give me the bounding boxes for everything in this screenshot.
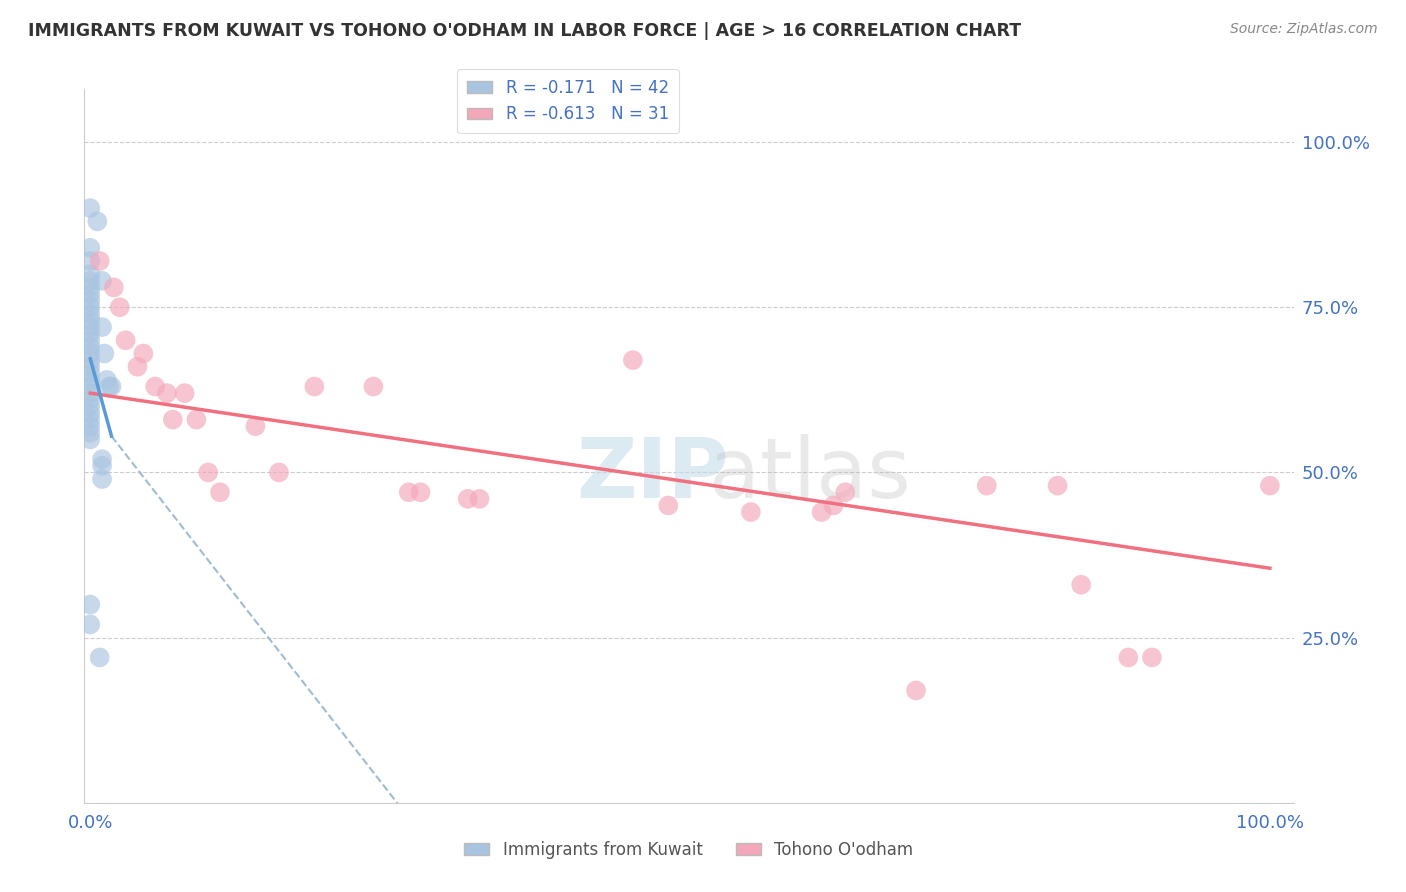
Point [79,346,101,360]
Point [79,359,101,374]
Point [79,267,101,281]
Point [468,491,491,506]
Point [208,485,231,500]
Point [79,367,101,381]
Point [91,452,114,467]
Point [197,466,219,480]
Point [1140,650,1163,665]
Point [79,241,101,255]
Point [79,293,101,308]
Text: IMMIGRANTS FROM KUWAIT VS TOHONO O'ODHAM IN LABOR FORCE | AGE > 16 CORRELATION C: IMMIGRANTS FROM KUWAIT VS TOHONO O'ODHAM… [28,22,1021,40]
Point [657,499,679,513]
Point [79,406,101,420]
Point [79,353,101,368]
Point [91,320,114,334]
Point [162,412,184,426]
Point [79,313,101,327]
Point [79,300,101,314]
Point [132,346,155,360]
Point [91,458,114,473]
Point [103,280,125,294]
Point [79,598,101,612]
Point [79,307,101,321]
Text: Source: ZipAtlas.com: Source: ZipAtlas.com [1230,22,1378,37]
Point [79,379,101,393]
Point [108,300,131,314]
Point [79,373,101,387]
Point [905,683,928,698]
Point [79,320,101,334]
Point [1118,650,1140,665]
Point [91,472,114,486]
Point [621,353,644,368]
Point [79,201,101,215]
Point [79,386,101,401]
Point [93,346,115,360]
Point [89,650,111,665]
Point [186,412,208,426]
Point [79,425,101,440]
Point [79,419,101,434]
Point [810,505,832,519]
Point [363,379,385,393]
Point [86,214,108,228]
Point [1070,578,1092,592]
Point [79,254,101,268]
Point [79,340,101,354]
Point [398,485,420,500]
Point [740,505,762,519]
Point [79,287,101,301]
Point [96,373,118,387]
Point [79,280,101,294]
Legend: Immigrants from Kuwait, Tohono O'odham: Immigrants from Kuwait, Tohono O'odham [458,835,920,866]
Point [409,485,432,500]
Text: ZIP: ZIP [576,434,728,515]
Point [304,379,326,393]
Point [1258,478,1281,492]
Text: atlas: atlas [709,434,911,515]
Point [457,491,479,506]
Point [79,433,101,447]
Point [173,386,195,401]
Point [143,379,166,393]
Point [89,254,111,268]
Point [267,466,290,480]
Point [79,617,101,632]
Point [79,333,101,347]
Point [100,379,122,393]
Point [1046,478,1069,492]
Point [79,392,101,407]
Point [127,359,149,374]
Point [91,274,114,288]
Point [79,400,101,414]
Point [976,478,998,492]
Point [79,326,101,341]
Point [79,274,101,288]
Point [79,412,101,426]
Point [834,485,856,500]
Point [156,386,179,401]
Point [245,419,267,434]
Point [98,379,121,393]
Point [823,499,845,513]
Point [114,333,136,347]
